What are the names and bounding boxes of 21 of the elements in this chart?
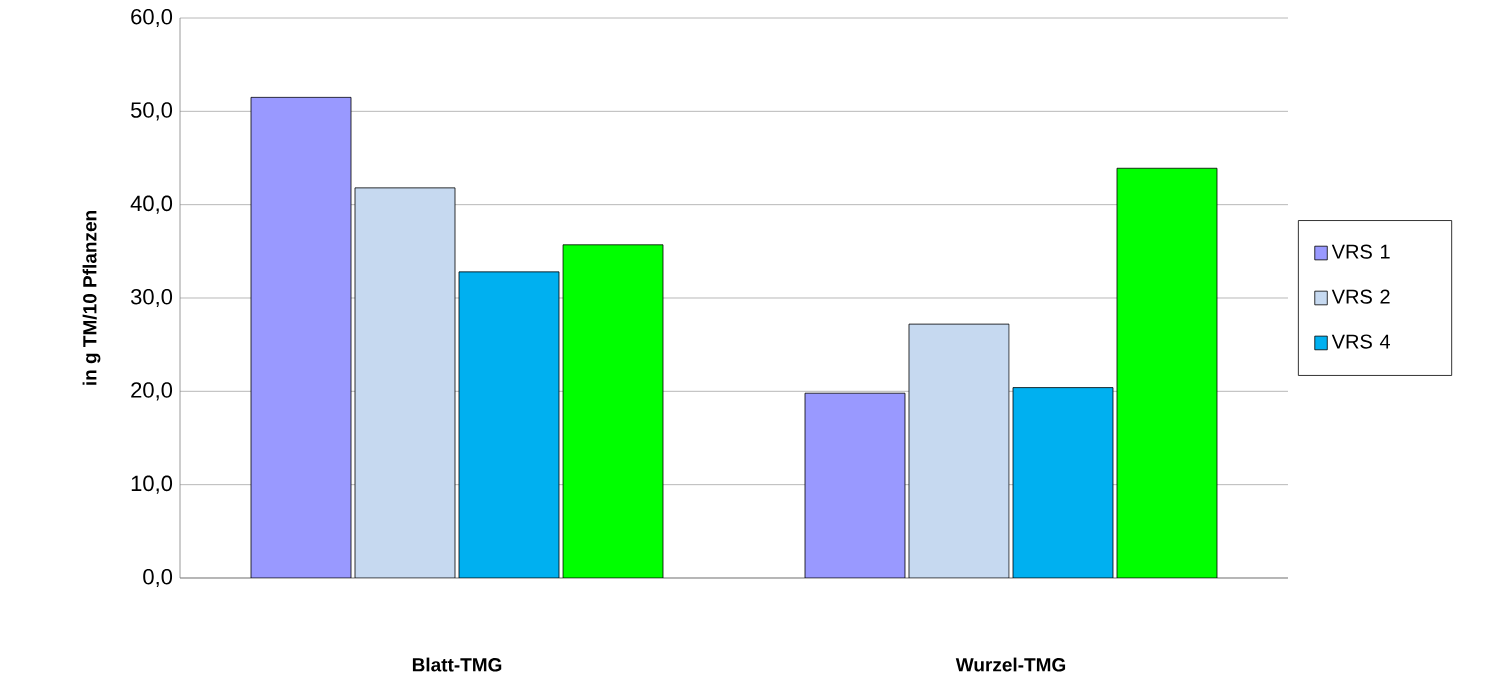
bar	[804, 392, 906, 578]
y-tick-label: 50,0	[131, 102, 173, 121]
y-tick-label: 60,0	[131, 8, 173, 28]
y-tick-label: 40,0	[130, 195, 173, 214]
bar	[562, 244, 664, 578]
legend-label: VRS 1	[1331, 244, 1390, 259]
y-tick-label: 30,0	[130, 288, 173, 308]
bar	[1012, 387, 1114, 578]
legend-label: VRS 2	[1331, 289, 1390, 304]
y-tick-label: 0,0	[143, 568, 173, 588]
bar	[1116, 167, 1218, 578]
bar	[908, 323, 1010, 578]
y-tick-label: 20,0	[131, 382, 173, 401]
y-axis-title: in g TM/10 Pflanzen	[82, 211, 101, 385]
legend-label: VRS 4	[1331, 334, 1391, 349]
x-tick-label: Wurzel-TMG	[955, 657, 1066, 672]
bar	[250, 96, 352, 578]
bar	[458, 271, 560, 578]
x-tick-label: Blatt-TMG	[412, 657, 502, 672]
bar	[354, 187, 456, 578]
y-tick-label: 10,0	[131, 475, 173, 494]
